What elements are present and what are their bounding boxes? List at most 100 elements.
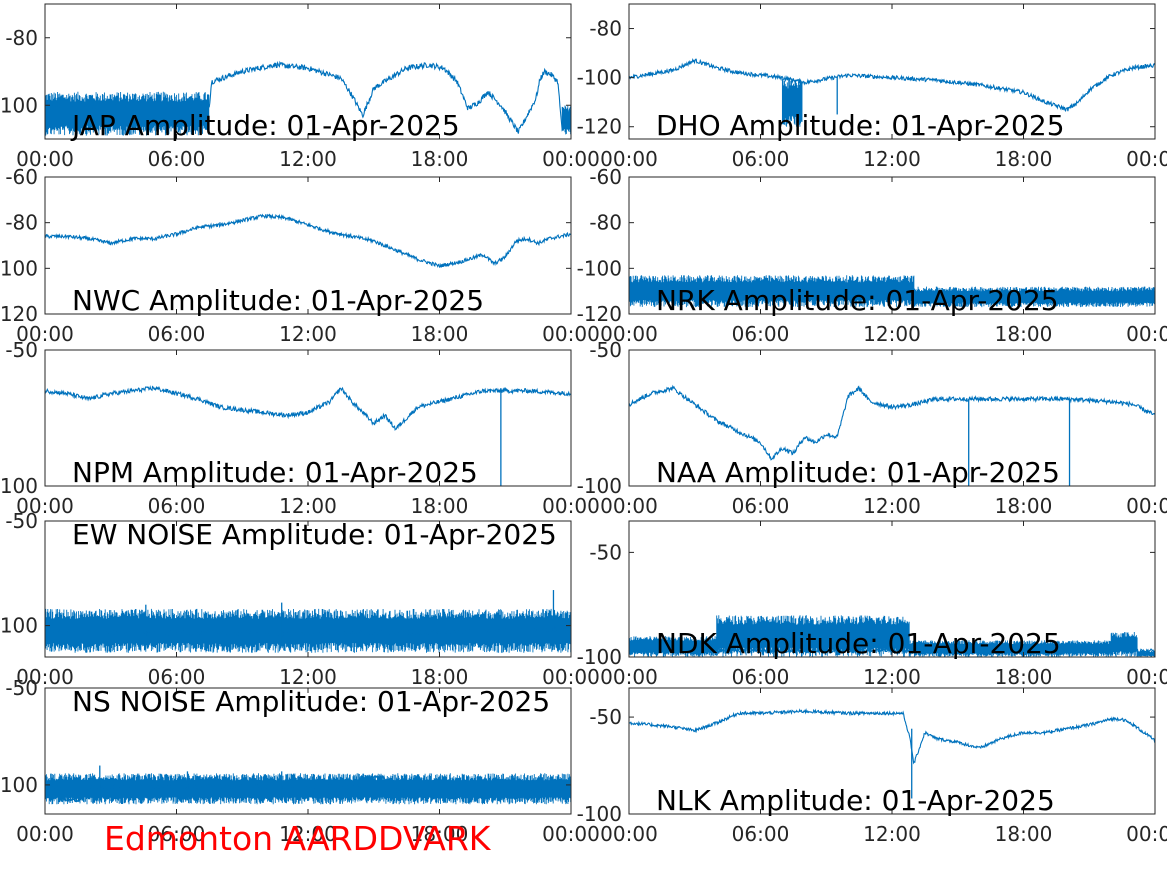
x-tick-label: 12:00 xyxy=(279,822,337,846)
noise-band xyxy=(45,608,571,653)
chart-title: NPM Amplitude: 01-Apr-2025 xyxy=(72,456,478,489)
chart-panel: 00:00 06:00 12:00 18:00 00:00 -50 -100 NPM Ampl… xyxy=(0,338,600,518)
x-tick-label: 00:00 xyxy=(542,494,600,518)
x-tick-label: 06:00 xyxy=(148,147,206,171)
plot-area xyxy=(629,275,1155,308)
plot-area xyxy=(45,385,571,486)
noise-band xyxy=(45,91,210,136)
x-tick-label: 18:00 xyxy=(411,494,469,518)
x-tick-label: 18:00 xyxy=(411,147,469,171)
y-tick-label: -120 xyxy=(0,302,38,326)
y-tick-label: -50 xyxy=(5,509,38,533)
x-tick-label: 12:00 xyxy=(279,665,337,689)
x-tick-label: 00:00 xyxy=(600,822,658,846)
y-tick-label: -100 xyxy=(0,614,38,638)
chart-title: NLK Amplitude: 01-Apr-2025 xyxy=(656,784,1055,817)
x-tick-label: 06:00 xyxy=(148,322,206,346)
x-tick-label: 00:00 xyxy=(600,147,658,171)
x-tick-label: 12:00 xyxy=(279,147,337,171)
series-line xyxy=(45,385,571,432)
series-line xyxy=(45,60,571,134)
x-tick-label: 00:00 xyxy=(1126,822,1167,846)
x-tick-label: 18:00 xyxy=(995,147,1053,171)
y-tick-label: -100 xyxy=(0,93,38,117)
x-tick-label: 12:00 xyxy=(279,494,337,518)
plot-area xyxy=(629,384,1155,486)
x-tick-label: 00:00 xyxy=(600,494,658,518)
y-tick-label: -100 xyxy=(0,773,38,797)
x-tick-label: 00:00 xyxy=(1126,322,1167,346)
chart-title: JAP Amplitude: 01-Apr-2025 xyxy=(70,109,460,142)
y-tick-label: -100 xyxy=(577,66,622,90)
chart-title: NWC Amplitude: 01-Apr-2025 xyxy=(72,284,484,317)
y-tick-label: -100 xyxy=(0,474,38,498)
y-tick-label: -100 xyxy=(577,256,622,280)
x-tick-label: 12:00 xyxy=(863,147,921,171)
x-tick-label: 00:00 xyxy=(16,665,74,689)
chart-title: EW NOISE Amplitude: 01-Apr-2025 xyxy=(72,518,557,551)
plot-area xyxy=(629,707,1155,799)
y-tick-label: -120 xyxy=(577,302,622,326)
y-tick-label: -80 xyxy=(589,17,622,41)
x-tick-label: 00:00 xyxy=(1126,147,1167,171)
x-tick-label: 12:00 xyxy=(863,322,921,346)
x-tick-label: 18:00 xyxy=(995,665,1053,689)
series-line xyxy=(629,58,1155,112)
chart-panel: 00:00 06:00 12:00 18:00 00:00 -50 -100 EW NOISE… xyxy=(0,509,600,689)
plot-area xyxy=(629,615,1155,657)
x-tick-label: 18:00 xyxy=(995,322,1053,346)
y-tick-label: -100 xyxy=(577,474,622,498)
y-tick-label: -80 xyxy=(5,26,38,50)
x-tick-label: 18:00 xyxy=(411,322,469,346)
x-tick-label: 00:00 xyxy=(1126,494,1167,518)
chart-title: NDK Amplitude: 01-Apr-2025 xyxy=(656,627,1061,660)
x-tick-label: 00:00 xyxy=(1126,665,1167,689)
x-tick-label: 18:00 xyxy=(995,822,1053,846)
x-tick-label: 06:00 xyxy=(148,494,206,518)
y-tick-label: -100 xyxy=(577,645,622,669)
series-line xyxy=(629,707,1155,765)
noise-band xyxy=(716,615,910,657)
x-tick-label: 06:00 xyxy=(148,665,206,689)
plot-area xyxy=(45,60,571,136)
plot-area xyxy=(45,213,571,268)
x-tick-label: 12:00 xyxy=(279,322,337,346)
chart-panel: 00:00 06:00 12:00 18:00 00:00 -80 -100 -120 DHO … xyxy=(577,3,1167,171)
y-tick-label: -80 xyxy=(589,211,622,235)
noise-band xyxy=(629,636,717,657)
noise-band xyxy=(45,773,571,805)
y-tick-label: -60 xyxy=(589,165,622,189)
y-tick-label: -50 xyxy=(589,705,622,729)
noise-band xyxy=(781,78,803,127)
x-tick-label: 06:00 xyxy=(732,322,790,346)
x-tick-label: 00:00 xyxy=(16,494,74,518)
x-tick-label: 00:00 xyxy=(542,322,600,346)
x-tick-label: 00:00 xyxy=(542,822,600,846)
x-tick-label: 00:00 xyxy=(600,322,658,346)
series-line xyxy=(45,626,571,638)
chart-title: NAA Amplitude: 01-Apr-2025 xyxy=(656,456,1060,489)
y-tick-label: -50 xyxy=(589,540,622,564)
series-line xyxy=(629,384,1155,461)
x-tick-label: 12:00 xyxy=(863,665,921,689)
chart-title: DHO Amplitude: 01-Apr-2025 xyxy=(656,109,1065,142)
noise-band xyxy=(1110,632,1138,657)
x-tick-label: 18:00 xyxy=(411,822,469,846)
y-tick-label: -80 xyxy=(5,211,38,235)
x-tick-label: 00:00 xyxy=(542,665,600,689)
x-tick-label: 18:00 xyxy=(411,665,469,689)
series-line xyxy=(45,774,571,804)
x-tick-label: 00:00 xyxy=(16,322,74,346)
series-line xyxy=(45,213,571,268)
y-tick-label: -120 xyxy=(577,115,622,139)
station-name: Edmonton AARDDVARK xyxy=(104,819,491,858)
x-tick-label: 06:00 xyxy=(732,822,790,846)
x-tick-label: 06:00 xyxy=(732,494,790,518)
y-tick-label: -100 xyxy=(577,802,622,826)
plot-area xyxy=(45,590,571,653)
chart-title: NS NOISE Amplitude: 01-Apr-2025 xyxy=(72,685,550,718)
chart-panel: 00:00 06:00 12:00 18:00 00:00 -50 -100 NS NOISE… xyxy=(0,676,600,846)
x-tick-label: 00:00 xyxy=(542,147,600,171)
y-tick-label: -50 xyxy=(589,338,622,362)
